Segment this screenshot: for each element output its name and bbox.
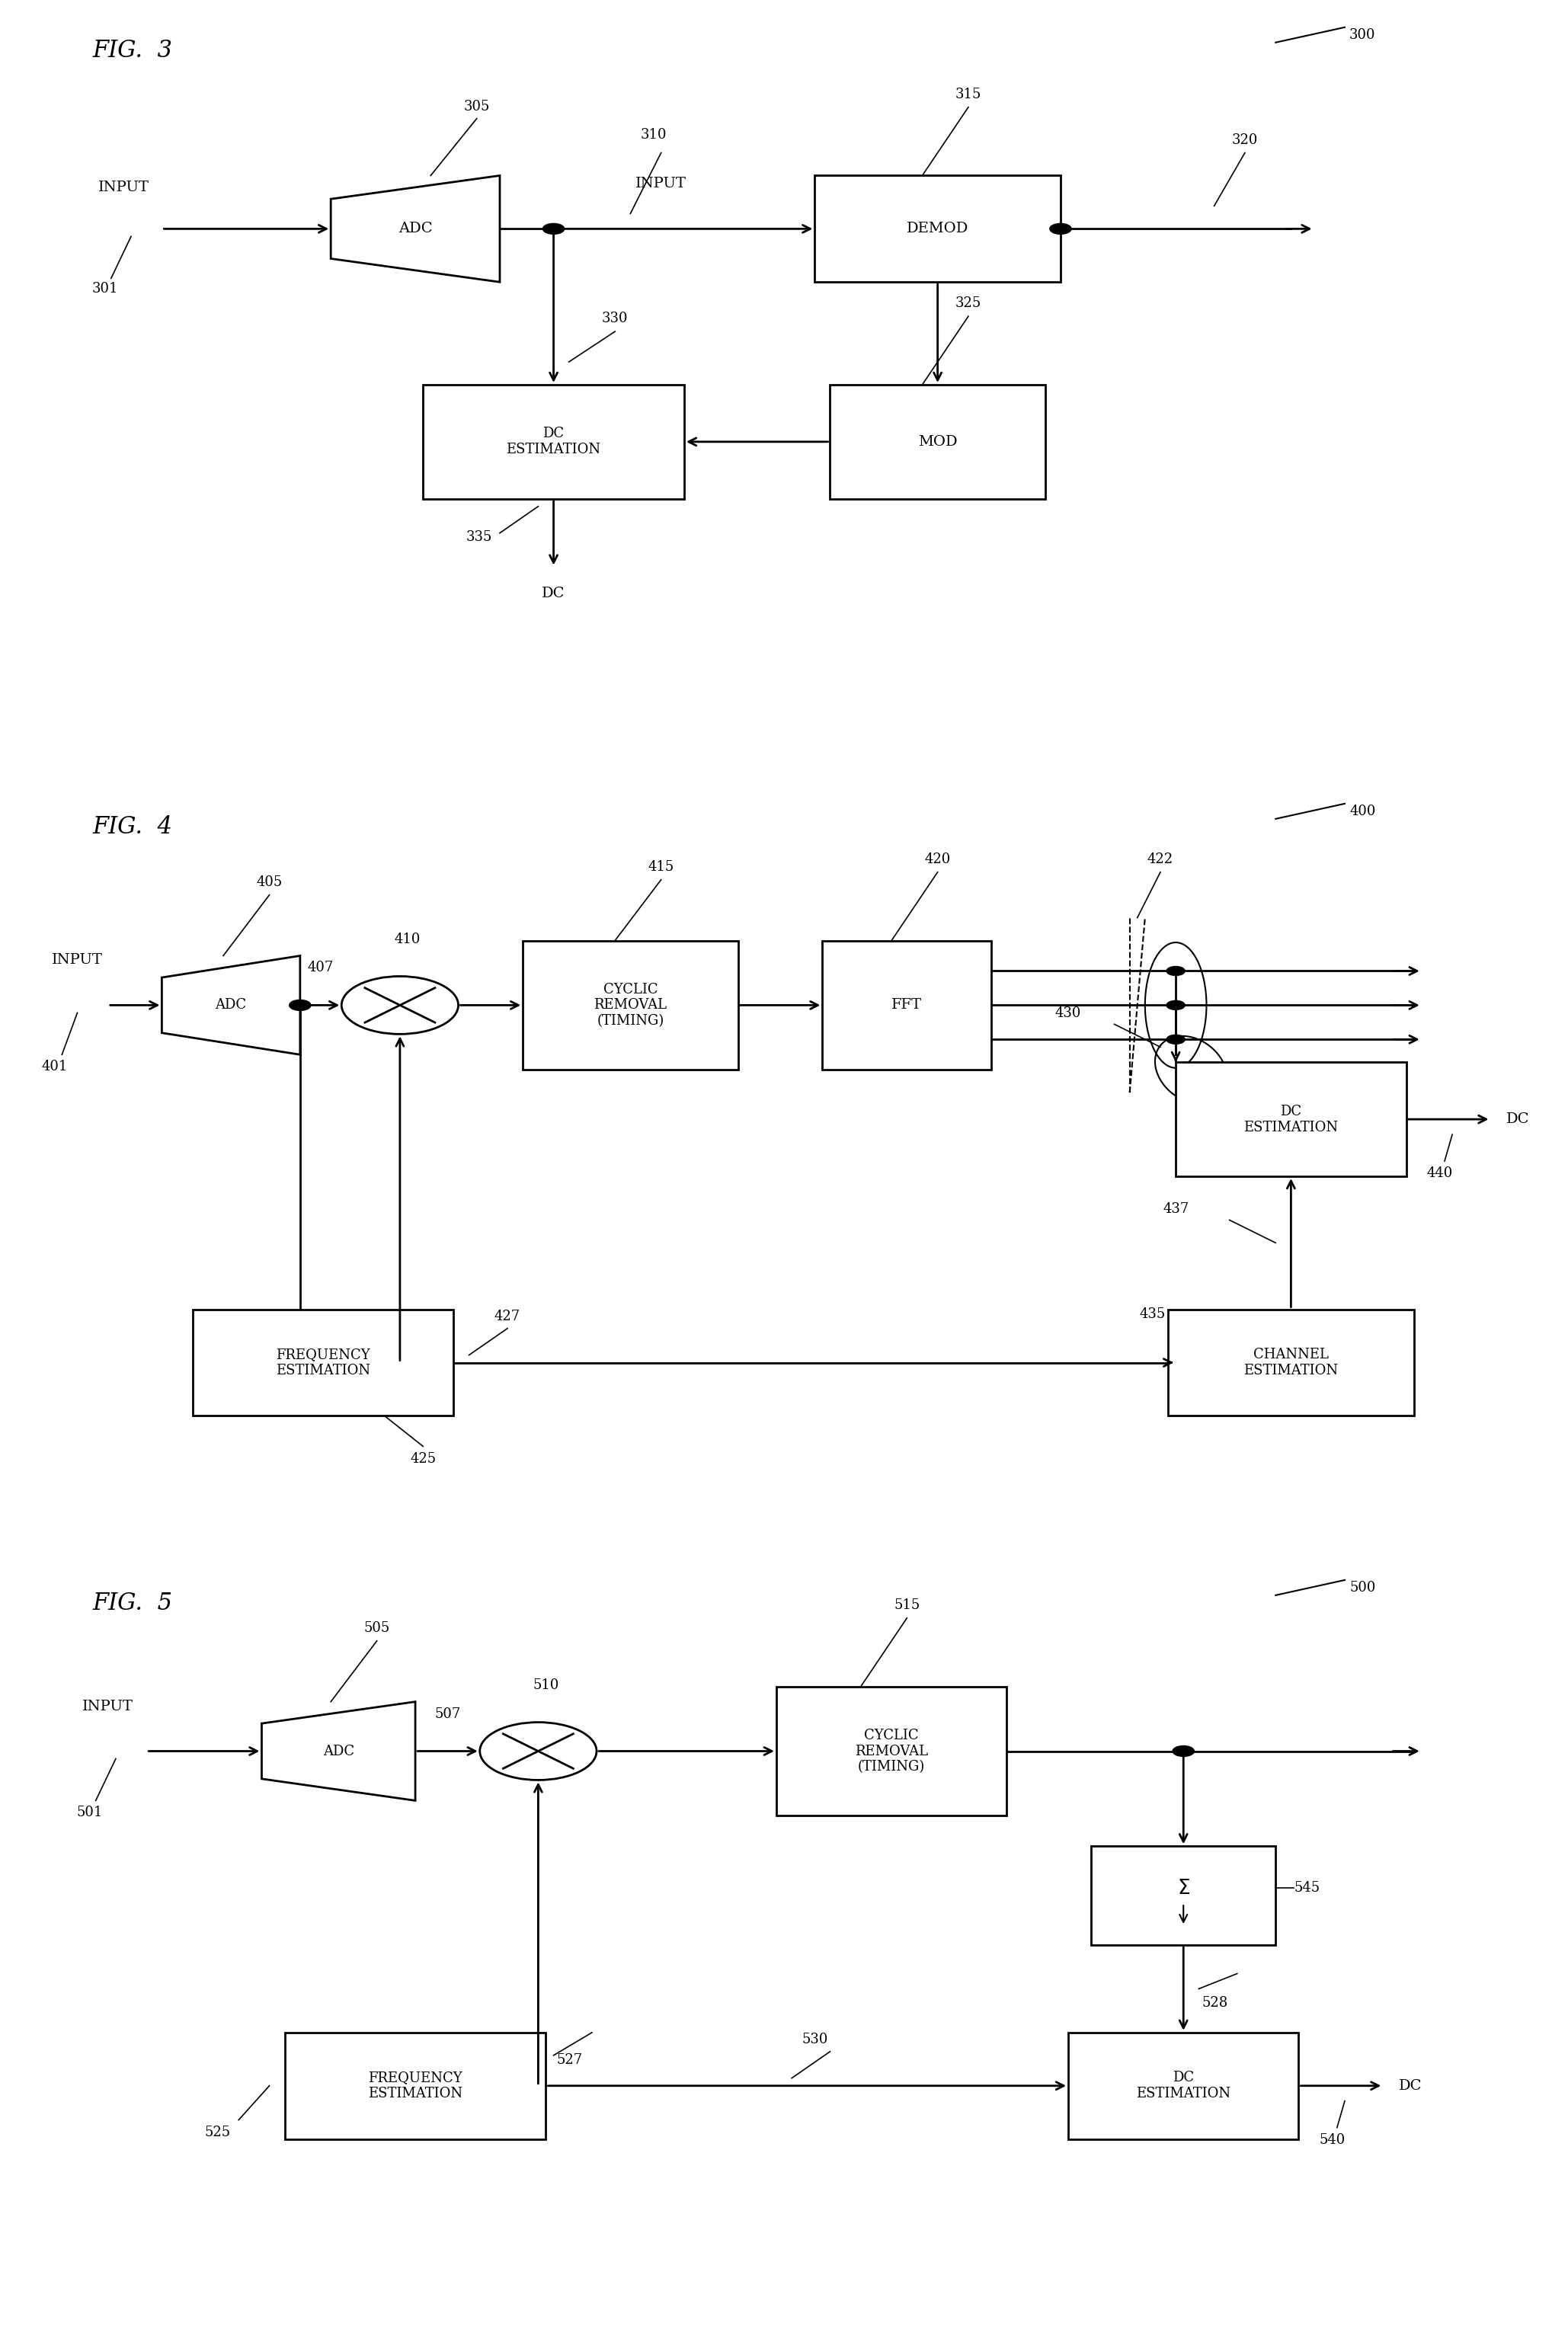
Text: 330: 330: [602, 312, 629, 326]
Text: MOD: MOD: [917, 434, 958, 448]
Text: 515: 515: [894, 1599, 920, 1611]
Text: 528: 528: [1201, 1996, 1228, 2010]
Text: DC
ESTIMATION: DC ESTIMATION: [506, 427, 601, 457]
Text: 410: 410: [395, 933, 420, 945]
Text: DEMOD: DEMOD: [906, 223, 969, 235]
Text: FREQUENCY
ESTIMATION: FREQUENCY ESTIMATION: [368, 2071, 463, 2101]
Text: 425: 425: [409, 1452, 436, 1466]
Text: 437: 437: [1163, 1203, 1189, 1217]
Text: CYCLIC
REMOVAL
(TIMING): CYCLIC REMOVAL (TIMING): [855, 1728, 928, 1773]
Circle shape: [1167, 1001, 1185, 1011]
Text: 405: 405: [256, 875, 282, 889]
Text: 510: 510: [533, 1679, 558, 1691]
Text: DC: DC: [1505, 1112, 1529, 1126]
FancyBboxPatch shape: [423, 385, 684, 499]
Text: DC
ESTIMATION: DC ESTIMATION: [1243, 1104, 1338, 1135]
Text: INPUT: INPUT: [52, 954, 103, 966]
Text: 507: 507: [434, 1707, 461, 1721]
Text: INPUT: INPUT: [97, 181, 149, 195]
Text: 500: 500: [1350, 1581, 1375, 1595]
Circle shape: [1049, 223, 1071, 235]
Circle shape: [480, 1721, 596, 1780]
Text: CYCLIC
REMOVAL
(TIMING): CYCLIC REMOVAL (TIMING): [594, 983, 666, 1027]
Text: ADC: ADC: [398, 223, 433, 235]
Text: 505: 505: [364, 1620, 390, 1634]
Circle shape: [1173, 1745, 1195, 1756]
Text: 420: 420: [925, 851, 950, 865]
Text: 540: 540: [1319, 2134, 1345, 2146]
FancyBboxPatch shape: [822, 940, 991, 1069]
Text: 300: 300: [1350, 28, 1375, 42]
Text: 545: 545: [1294, 1881, 1320, 1895]
Text: 305: 305: [464, 98, 489, 113]
Circle shape: [342, 976, 458, 1034]
Text: 440: 440: [1427, 1165, 1454, 1180]
FancyBboxPatch shape: [1176, 1062, 1406, 1177]
Text: DC
ESTIMATION: DC ESTIMATION: [1137, 2071, 1231, 2101]
Circle shape: [1167, 1034, 1185, 1044]
Text: FFT: FFT: [892, 999, 922, 1013]
FancyBboxPatch shape: [1168, 1309, 1414, 1416]
Circle shape: [543, 223, 564, 235]
Text: FIG.  4: FIG. 4: [93, 816, 172, 840]
Text: 430: 430: [1055, 1006, 1082, 1020]
Circle shape: [290, 999, 310, 1011]
FancyBboxPatch shape: [815, 176, 1060, 281]
Circle shape: [1167, 966, 1185, 976]
Text: FIG.  5: FIG. 5: [93, 1592, 172, 1616]
Text: 427: 427: [494, 1309, 521, 1323]
Text: DC: DC: [1399, 2080, 1422, 2092]
Text: 320: 320: [1232, 134, 1258, 148]
Text: 325: 325: [955, 295, 982, 310]
Text: 401: 401: [41, 1060, 67, 1074]
Text: ADC: ADC: [215, 999, 246, 1013]
Text: CHANNEL
ESTIMATION: CHANNEL ESTIMATION: [1243, 1348, 1338, 1377]
FancyBboxPatch shape: [193, 1309, 453, 1416]
Text: 301: 301: [93, 281, 118, 295]
Text: 530: 530: [801, 2033, 828, 2047]
Text: ADC: ADC: [323, 1745, 354, 1759]
Text: INPUT: INPUT: [83, 1700, 133, 1714]
FancyBboxPatch shape: [829, 385, 1046, 499]
Text: 422: 422: [1148, 851, 1173, 865]
FancyBboxPatch shape: [522, 940, 739, 1069]
Polygon shape: [162, 957, 299, 1055]
Text: FIG.  3: FIG. 3: [93, 38, 172, 63]
Text: 525: 525: [205, 2125, 230, 2139]
Text: 415: 415: [648, 861, 674, 875]
Text: FREQUENCY
ESTIMATION: FREQUENCY ESTIMATION: [276, 1348, 370, 1377]
Text: 315: 315: [955, 87, 982, 101]
FancyBboxPatch shape: [776, 1686, 1007, 1815]
Text: INPUT: INPUT: [635, 178, 687, 190]
Text: 527: 527: [557, 2052, 583, 2066]
Text: 423: 423: [1261, 1088, 1286, 1102]
Text: 501: 501: [77, 1806, 103, 1820]
Polygon shape: [331, 176, 500, 281]
FancyBboxPatch shape: [1091, 1846, 1276, 1944]
Text: $\Sigma$: $\Sigma$: [1178, 1878, 1190, 1897]
Text: 407: 407: [307, 961, 334, 976]
Text: 435: 435: [1140, 1306, 1165, 1320]
Text: 335: 335: [466, 530, 492, 544]
FancyBboxPatch shape: [1068, 2033, 1298, 2139]
Text: 400: 400: [1350, 804, 1375, 818]
FancyBboxPatch shape: [285, 2033, 546, 2139]
Text: 310: 310: [640, 127, 666, 141]
Polygon shape: [262, 1702, 416, 1801]
Text: DC: DC: [543, 586, 564, 600]
